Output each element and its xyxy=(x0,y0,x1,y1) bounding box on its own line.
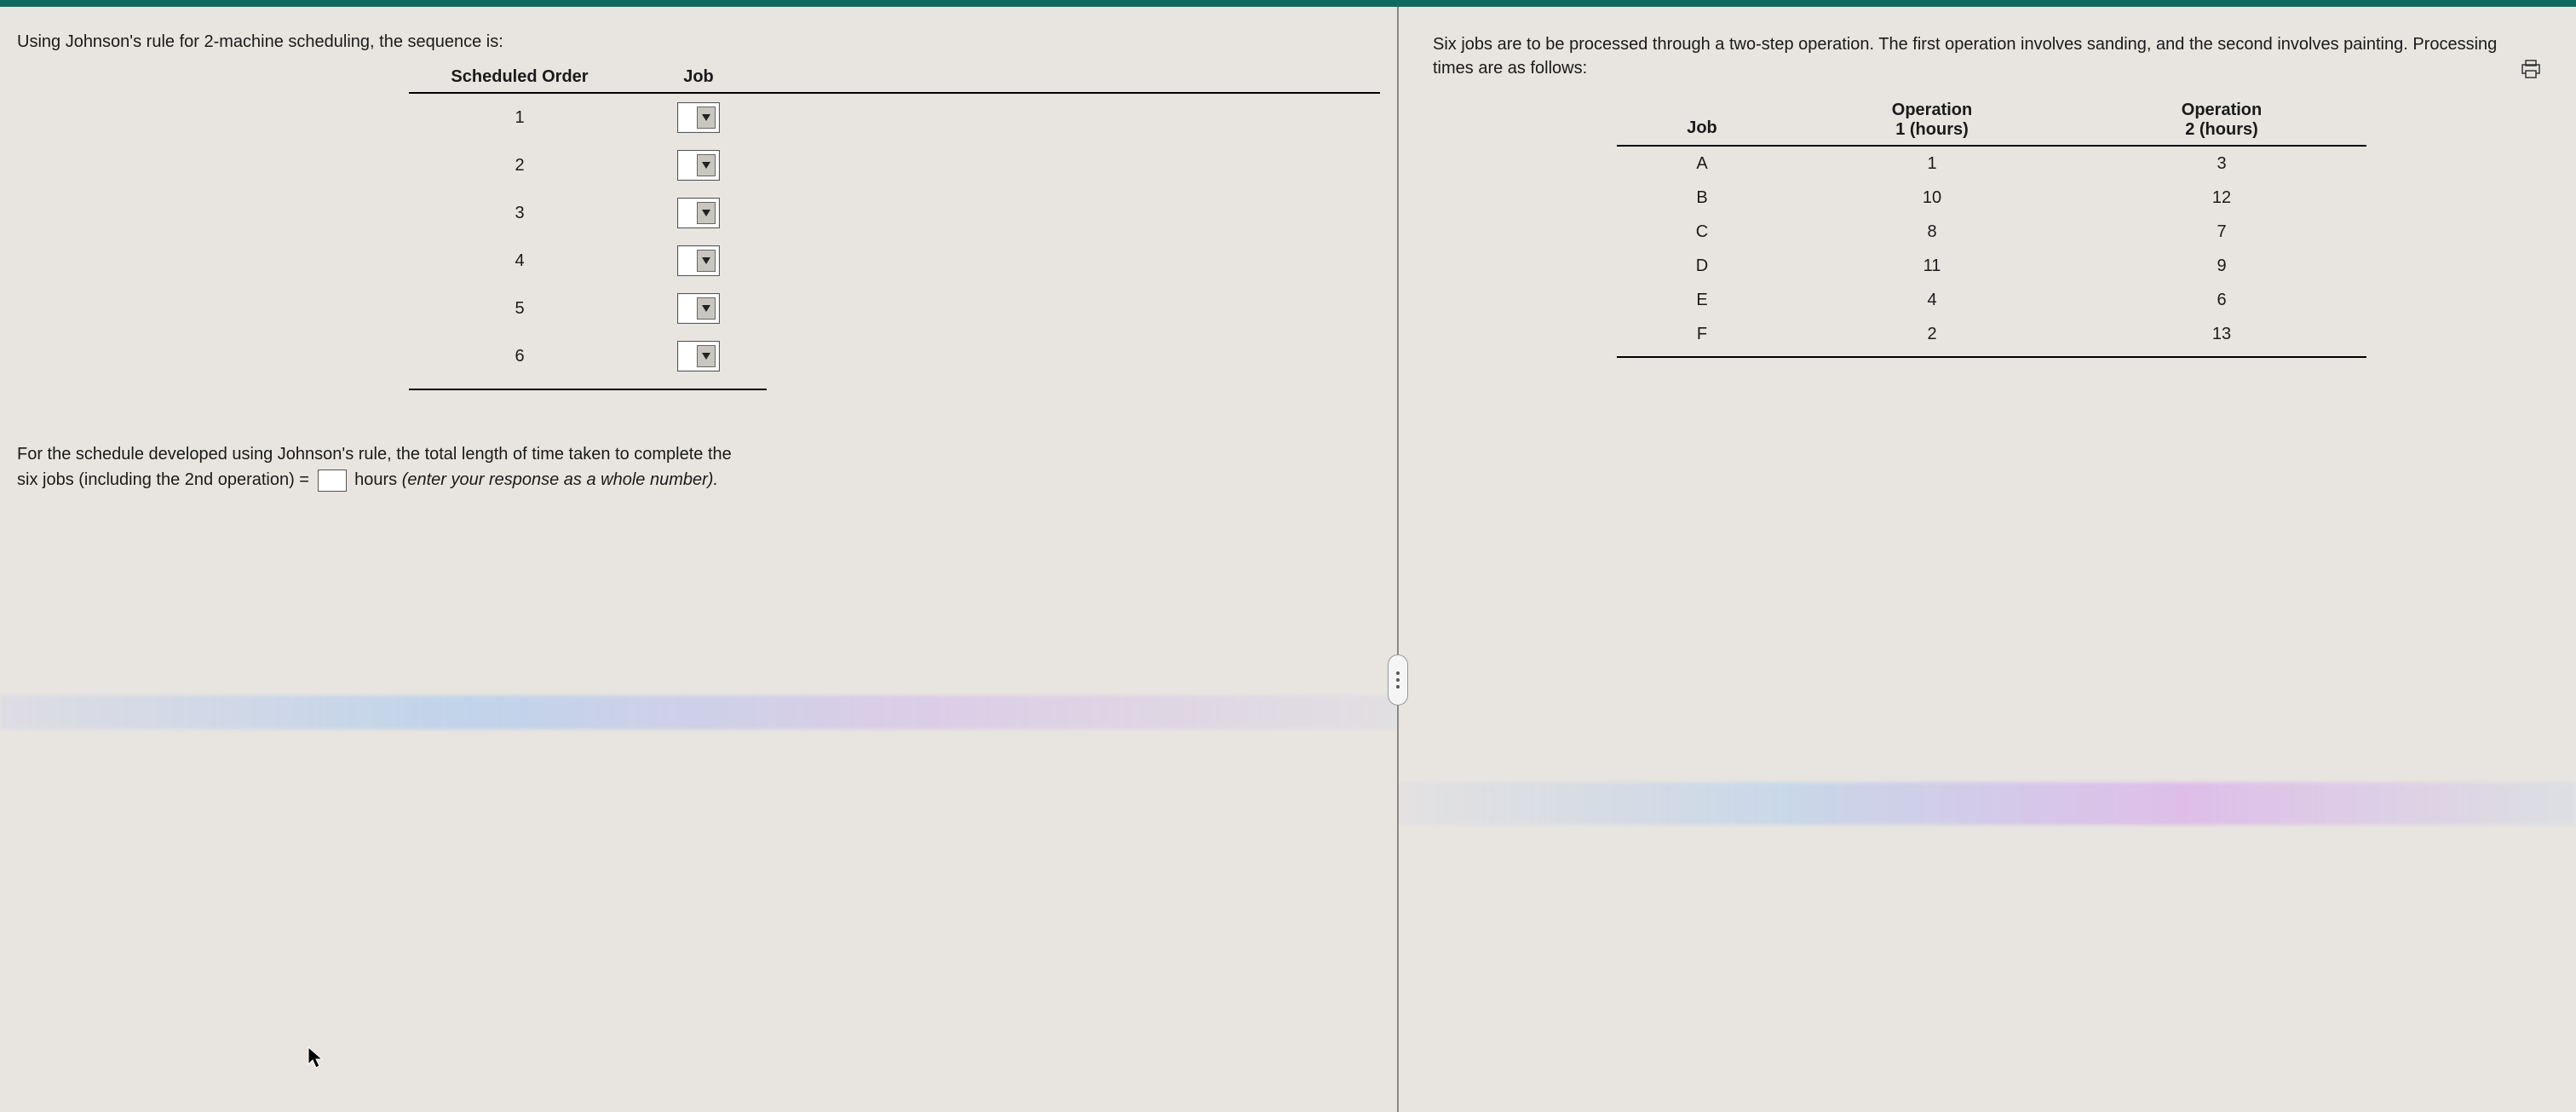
job-dropdown-5[interactable] xyxy=(677,293,720,324)
followup-line2a: six jobs (including the 2nd operation) = xyxy=(17,470,314,489)
chevron-down-icon xyxy=(697,107,716,129)
intro-text: Six jobs are to be processed through a t… xyxy=(1433,32,2540,80)
print-icon[interactable] xyxy=(2520,60,2542,78)
order-cell: 6 xyxy=(409,347,630,366)
op2-cell: 13 xyxy=(2077,325,2366,344)
chevron-down-icon xyxy=(697,154,716,176)
table-row: 4 xyxy=(409,237,767,285)
op2-cell: 6 xyxy=(2077,291,2366,310)
header-op1-line1: Operation xyxy=(1787,101,2077,120)
job-dropdown-1[interactable] xyxy=(677,102,720,133)
header-op1: Operation 1 (hours) xyxy=(1787,101,2077,140)
job-dropdown-4[interactable] xyxy=(677,245,720,276)
screen-glare xyxy=(0,695,1397,729)
main-container: Using Johnson's rule for 2-machine sched… xyxy=(0,7,2576,1112)
header-scheduled-order: Scheduled Order xyxy=(409,67,630,87)
window-top-bar xyxy=(0,0,2576,7)
chevron-down-icon xyxy=(697,250,716,272)
data-table-header: Job Operation 1 (hours) Operation 2 (hou… xyxy=(1617,101,2366,147)
followup-line2b: hours xyxy=(350,470,402,489)
job-cell: D xyxy=(1617,256,1787,276)
job-cell: F xyxy=(1617,325,1787,344)
header-job: Job xyxy=(630,67,767,87)
table-row: 2 xyxy=(409,141,767,189)
header-op2-line1: Operation xyxy=(2077,101,2366,120)
right-pane: Six jobs are to be processed through a t… xyxy=(1399,7,2576,1112)
order-cell: 2 xyxy=(409,156,630,176)
table-row: C 8 7 xyxy=(1617,215,2366,249)
op2-cell: 9 xyxy=(2077,256,2366,276)
scheduled-order-table: Scheduled Order Job 1 2 3 4 xyxy=(409,67,1380,390)
table-row: 6 xyxy=(409,332,767,380)
table-row: F 2 13 xyxy=(1617,317,2366,351)
chevron-down-icon xyxy=(697,202,716,224)
followup-hint: (enter your response as a whole number). xyxy=(402,470,718,489)
data-table-body: A 1 3 B 10 12 C 8 7 D 11 9 xyxy=(1617,147,2366,358)
table-row: A 1 3 xyxy=(1617,147,2366,181)
followup-line1: For the schedule developed using Johnson… xyxy=(17,445,732,464)
order-cell: 5 xyxy=(409,299,630,319)
table-row: D 11 9 xyxy=(1617,249,2366,283)
header-op2-line2: 2 (hours) xyxy=(2077,120,2366,140)
prompt-text: Using Johnson's rule for 2-machine sched… xyxy=(17,32,1380,52)
chevron-down-icon xyxy=(697,345,716,367)
op1-cell: 8 xyxy=(1787,222,2077,242)
table-row: B 10 12 xyxy=(1617,181,2366,215)
followup-question: For the schedule developed using Johnson… xyxy=(17,441,1346,493)
op1-cell: 11 xyxy=(1787,256,2077,276)
order-cell: 4 xyxy=(409,251,630,271)
order-cell: 1 xyxy=(409,108,630,128)
op2-cell: 3 xyxy=(2077,154,2366,174)
header-op1-line2: 1 (hours) xyxy=(1787,120,2077,140)
table-row: E 4 6 xyxy=(1617,283,2366,317)
order-cell: 3 xyxy=(409,204,630,223)
op1-cell: 4 xyxy=(1787,291,2077,310)
job-cell: C xyxy=(1617,222,1787,242)
op2-cell: 12 xyxy=(2077,188,2366,208)
op1-cell: 1 xyxy=(1787,154,2077,174)
processing-times-table: Job Operation 1 (hours) Operation 2 (hou… xyxy=(1617,101,2366,358)
op1-cell: 10 xyxy=(1787,188,2077,208)
job-cell: B xyxy=(1617,188,1787,208)
header-job: Job xyxy=(1617,118,1787,140)
job-dropdown-2[interactable] xyxy=(677,150,720,181)
job-dropdown-3[interactable] xyxy=(677,198,720,228)
sched-table-header: Scheduled Order Job xyxy=(409,67,1380,94)
screen-glare xyxy=(1399,782,2576,825)
table-row: 5 xyxy=(409,285,767,332)
job-dropdown-6[interactable] xyxy=(677,341,720,372)
left-pane: Using Johnson's rule for 2-machine sched… xyxy=(0,7,1397,1112)
table-row: 1 xyxy=(409,94,767,141)
header-op2: Operation 2 (hours) xyxy=(2077,101,2366,140)
job-cell: E xyxy=(1617,291,1787,310)
cursor-icon xyxy=(307,1046,325,1069)
job-cell: A xyxy=(1617,154,1787,174)
chevron-down-icon xyxy=(697,297,716,320)
op1-cell: 2 xyxy=(1787,325,2077,344)
hours-input[interactable] xyxy=(318,470,347,492)
op2-cell: 7 xyxy=(2077,222,2366,242)
sched-table-body: 1 2 3 4 5 xyxy=(409,94,767,390)
table-row: 3 xyxy=(409,189,767,237)
